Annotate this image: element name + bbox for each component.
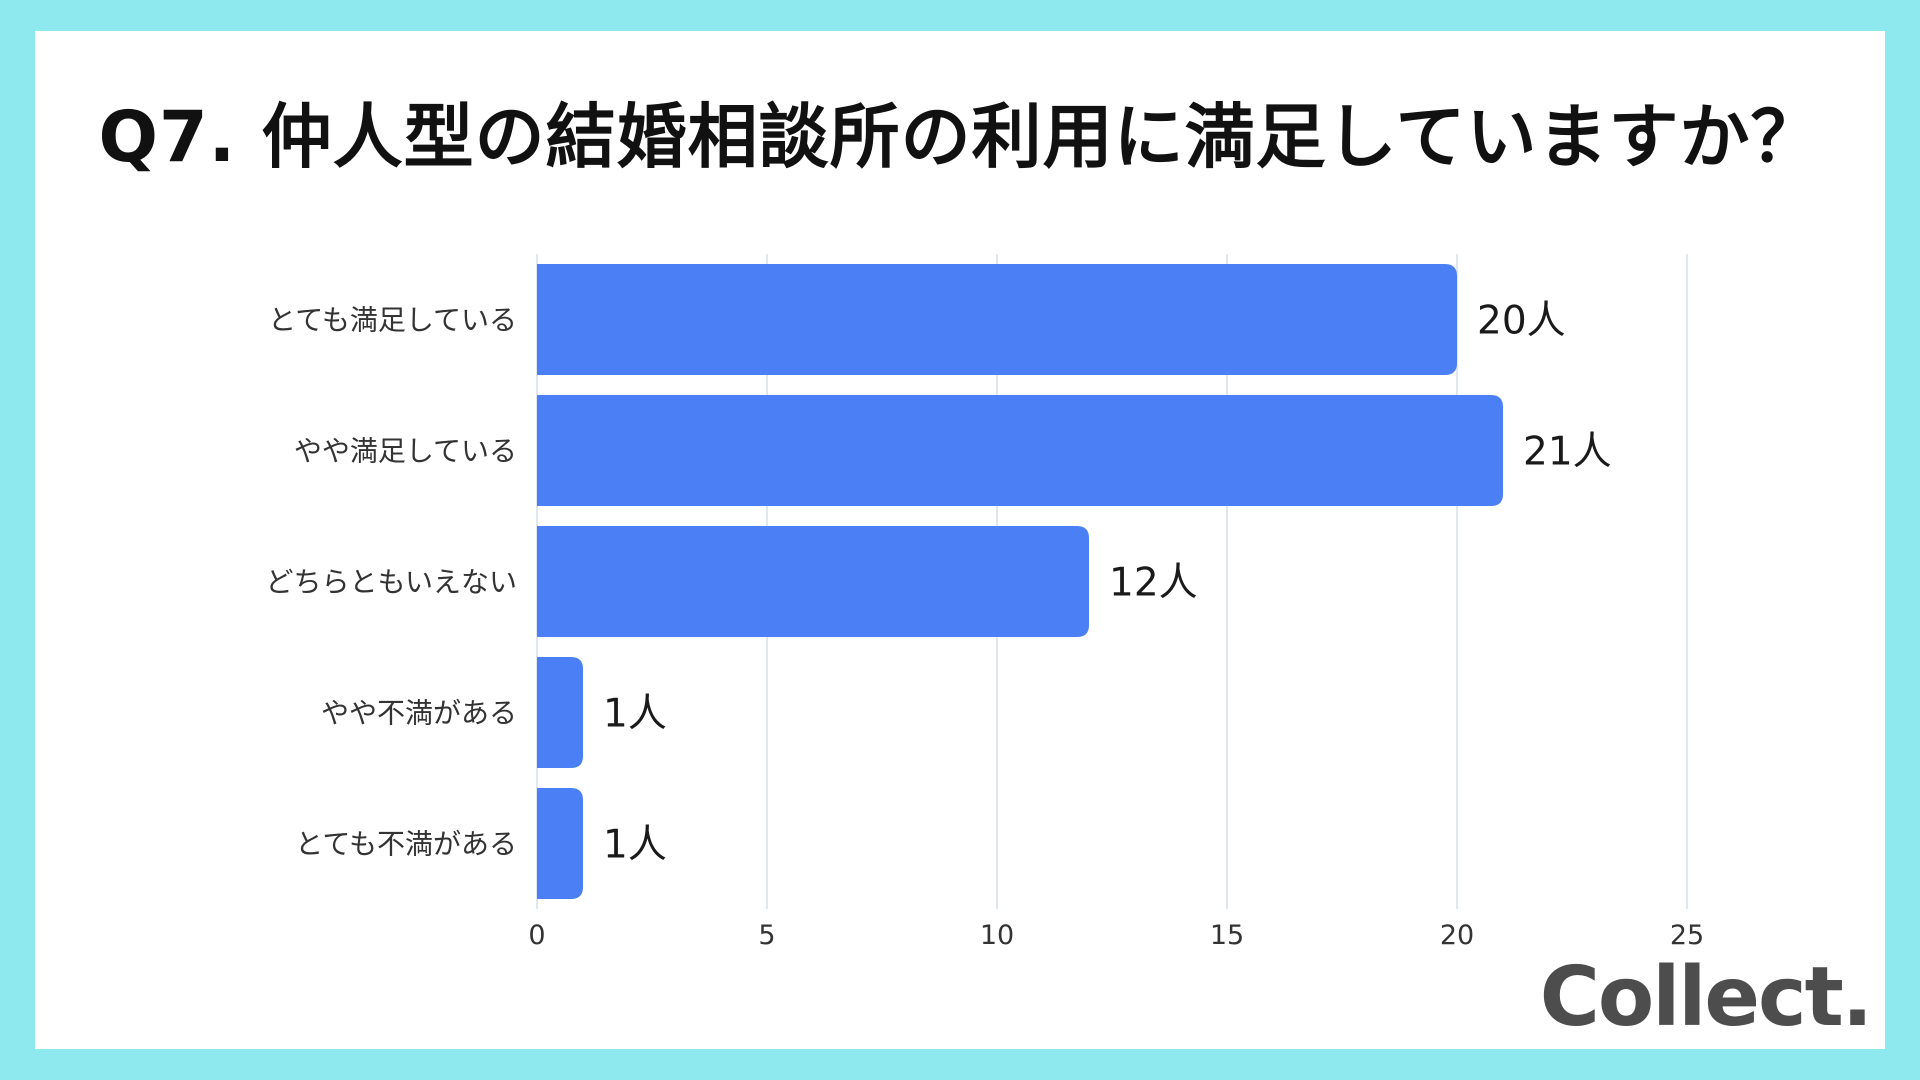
bars-group: 20人 21人 12人 1人 1人 xyxy=(537,264,1612,899)
x-tick-label: 15 xyxy=(1210,920,1244,951)
bar-1 xyxy=(537,395,1503,506)
chart-card: Q7. 仲人型の結婚相談所の利用に満足していますか？ 20人 21人 12人 1人 1人… xyxy=(35,31,1885,1049)
category-label: やや満足している xyxy=(294,435,517,468)
data-label: 21人 xyxy=(1523,430,1612,475)
x-tick-label: 0 xyxy=(528,920,545,951)
x-tick-label: 25 xyxy=(1670,920,1704,951)
brand-logo: Collect. xyxy=(1539,950,1873,1045)
category-label: とても不満がある xyxy=(295,828,517,861)
bar-0 xyxy=(537,264,1457,375)
category-labels: とても満足しているやや満足しているどちらともいえないやや不満があるとても不満があ… xyxy=(266,304,517,861)
data-label: 12人 xyxy=(1109,561,1198,606)
bar-chart: 20人 21人 12人 1人 1人 とても満足しているやや満足しているどちらともいえない… xyxy=(266,254,1704,951)
x-tick-label: 5 xyxy=(758,920,775,951)
category-label: どちらともいえない xyxy=(266,566,517,599)
x-tick-labels: 0 5 10 15 20 25 xyxy=(528,920,1704,951)
bar-2 xyxy=(537,526,1089,637)
chart-title: Q7. 仲人型の結婚相談所の利用に満足していますか？ xyxy=(98,96,1822,178)
category-label: とても満足している xyxy=(268,304,517,337)
bar-4 xyxy=(537,788,583,899)
category-label: やや不満がある xyxy=(321,697,517,730)
bar-3 xyxy=(537,657,583,768)
x-tick-label: 20 xyxy=(1440,920,1474,951)
x-tick-label: 10 xyxy=(980,920,1014,951)
data-label: 1人 xyxy=(603,823,667,868)
data-label: 1人 xyxy=(603,692,667,737)
data-label: 20人 xyxy=(1477,299,1566,344)
